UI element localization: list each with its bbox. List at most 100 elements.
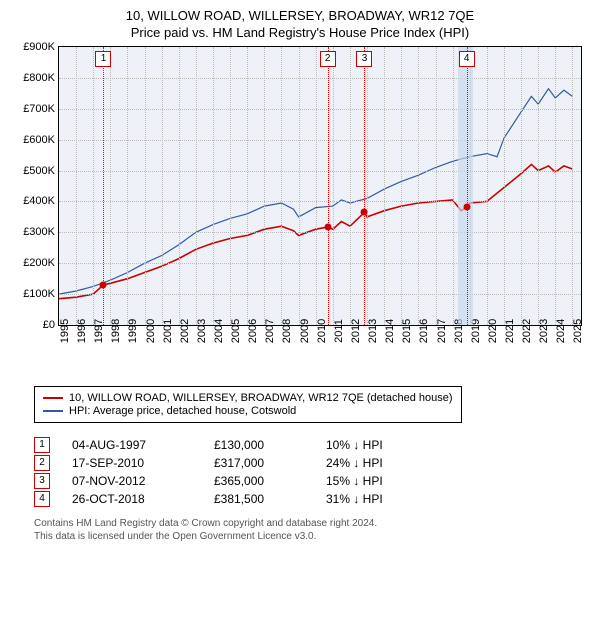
sale-marker-line: [328, 47, 329, 325]
x-axis-label: 2001: [162, 319, 174, 343]
y-gridline: [59, 232, 581, 233]
legend-label: HPI: Average price, detached house, Cots…: [69, 405, 296, 417]
x-axis-label: 2020: [487, 319, 499, 343]
x-gridline: [367, 47, 368, 325]
x-axis-label: 2014: [384, 319, 396, 343]
y-axis-label: £600K: [23, 134, 55, 146]
legend-swatch: [43, 397, 63, 399]
sales-row-num: 4: [34, 491, 50, 507]
sale-marker-box: 4: [459, 51, 475, 67]
x-gridline: [145, 47, 146, 325]
x-gridline: [418, 47, 419, 325]
sale-marker-box: 2: [320, 51, 336, 67]
x-gridline: [555, 47, 556, 325]
y-axis-label: £300K: [23, 226, 55, 238]
y-axis-label: £500K: [23, 165, 55, 177]
x-gridline: [110, 47, 111, 325]
y-axis-label: £900K: [23, 41, 55, 53]
y-axis-label: £0: [43, 319, 55, 331]
sales-row-num: 2: [34, 455, 50, 471]
x-axis-label: 2016: [418, 319, 430, 343]
sales-row: 104-AUG-1997£130,00010% ↓ HPI: [34, 437, 590, 453]
y-axis-label: £200K: [23, 257, 55, 269]
legend-row: HPI: Average price, detached house, Cots…: [43, 405, 453, 417]
x-axis-label: 2021: [504, 319, 516, 343]
x-axis-label: 2006: [247, 319, 259, 343]
sales-row-price: £130,000: [214, 438, 304, 452]
sales-row-num: 1: [34, 437, 50, 453]
x-gridline: [127, 47, 128, 325]
x-axis-label: 2004: [213, 319, 225, 343]
y-gridline: [59, 109, 581, 110]
x-axis-label: 2025: [572, 319, 584, 343]
chart-lines: [59, 47, 581, 325]
sales-row-num: 3: [34, 473, 50, 489]
y-axis-label: £700K: [23, 103, 55, 115]
sale-marker-dot: [361, 209, 368, 216]
x-gridline: [538, 47, 539, 325]
footer-line: This data is licensed under the Open Gov…: [34, 530, 590, 543]
sales-row-date: 04-AUG-1997: [72, 438, 192, 452]
sales-row-price: £381,500: [214, 492, 304, 506]
x-gridline: [76, 47, 77, 325]
legend-row: 10, WILLOW ROAD, WILLERSEY, BROADWAY, WR…: [43, 392, 453, 404]
x-gridline: [572, 47, 573, 325]
sales-row-diff: 31% ↓ HPI: [326, 492, 436, 506]
y-gridline: [59, 78, 581, 79]
sale-marker-line: [467, 47, 468, 325]
sale-marker-dot: [100, 281, 107, 288]
chart-area: £0£100K£200K£300K£400K£500K£600K£700K£80…: [58, 46, 582, 356]
y-gridline: [59, 140, 581, 141]
x-axis-label: 2002: [179, 319, 191, 343]
sale-marker-box: 3: [356, 51, 372, 67]
sale-marker-box: 1: [95, 51, 111, 67]
highlight-band: [458, 47, 473, 325]
x-axis-label: 2005: [230, 319, 242, 343]
y-gridline: [59, 263, 581, 264]
x-axis-label: 2022: [521, 319, 533, 343]
x-gridline: [333, 47, 334, 325]
sales-row-date: 07-NOV-2012: [72, 474, 192, 488]
x-gridline: [350, 47, 351, 325]
sales-table: 104-AUG-1997£130,00010% ↓ HPI217-SEP-201…: [34, 437, 590, 507]
sale-marker-line: [364, 47, 365, 325]
x-axis-label: 2023: [538, 319, 550, 343]
x-axis-label: 2012: [350, 319, 362, 343]
x-axis-label: 2013: [367, 319, 379, 343]
x-axis-label: 2007: [264, 319, 276, 343]
x-axis-label: 1995: [59, 319, 71, 343]
x-gridline: [316, 47, 317, 325]
x-axis-label: 2010: [316, 319, 328, 343]
x-gridline: [384, 47, 385, 325]
sales-row-diff: 24% ↓ HPI: [326, 456, 436, 470]
x-axis-label: 2017: [436, 319, 448, 343]
y-gridline: [59, 201, 581, 202]
plot-region: £0£100K£200K£300K£400K£500K£600K£700K£80…: [58, 46, 582, 326]
x-gridline: [179, 47, 180, 325]
x-gridline: [230, 47, 231, 325]
sales-row-price: £365,000: [214, 474, 304, 488]
sales-row-diff: 15% ↓ HPI: [326, 474, 436, 488]
legend: 10, WILLOW ROAD, WILLERSEY, BROADWAY, WR…: [34, 386, 462, 423]
sales-row-date: 26-OCT-2018: [72, 492, 192, 506]
y-axis-label: £800K: [23, 72, 55, 84]
y-axis-label: £100K: [23, 288, 55, 300]
x-axis-label: 2015: [401, 319, 413, 343]
chart-title: 10, WILLOW ROAD, WILLERSEY, BROADWAY, WR…: [10, 8, 590, 23]
x-gridline: [299, 47, 300, 325]
y-gridline: [59, 294, 581, 295]
sales-row: 4 26-OCT-2018 £381,500 31% ↓ HPI: [34, 491, 590, 507]
x-gridline: [521, 47, 522, 325]
y-axis-label: £400K: [23, 195, 55, 207]
y-gridline: [59, 171, 581, 172]
x-axis-label: 1999: [127, 319, 139, 343]
x-axis-label: 1998: [110, 319, 122, 343]
sales-row: 3 07-NOV-2012 £365,000 15% ↓ HPI: [34, 473, 590, 489]
x-gridline: [401, 47, 402, 325]
x-gridline: [487, 47, 488, 325]
x-gridline: [281, 47, 282, 325]
x-axis-label: 1996: [76, 319, 88, 343]
sales-row-price: £317,000: [214, 456, 304, 470]
x-gridline: [93, 47, 94, 325]
sale-marker-dot: [324, 224, 331, 231]
